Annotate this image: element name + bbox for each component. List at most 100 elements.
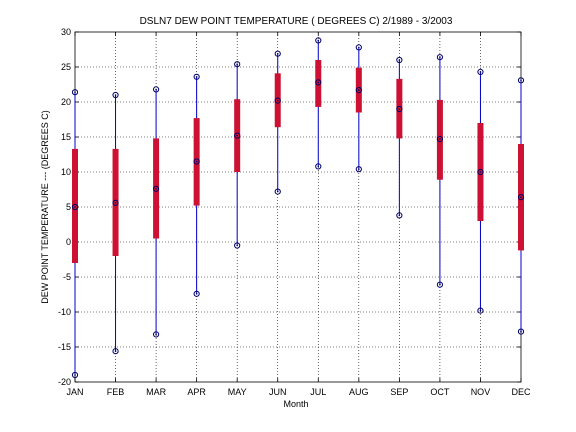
max-marker xyxy=(355,44,362,51)
y-tick-label: 30 xyxy=(61,27,71,37)
min-marker xyxy=(234,242,241,249)
max-marker-dot xyxy=(114,94,117,96)
y-tick-label: 20 xyxy=(61,97,71,107)
y-tick-label: 10 xyxy=(61,167,71,177)
box-series xyxy=(71,37,525,379)
median-marker xyxy=(234,132,241,139)
x-tick-label: JAN xyxy=(66,387,83,397)
max-marker-dot xyxy=(236,63,238,65)
max-marker-dot xyxy=(195,76,198,78)
min-marker-dot xyxy=(520,330,522,333)
max-marker xyxy=(436,54,444,61)
median-marker xyxy=(193,158,200,165)
median-marker-dot xyxy=(398,108,401,110)
max-marker-dot xyxy=(398,59,401,61)
min-marker xyxy=(274,188,281,195)
x-tick-label: NOV xyxy=(471,387,491,397)
max-marker xyxy=(477,68,484,76)
min-marker xyxy=(112,348,119,355)
max-marker-dot xyxy=(358,46,360,49)
median-marker xyxy=(315,79,322,86)
min-marker xyxy=(396,212,403,219)
min-marker xyxy=(355,166,362,173)
box-jul xyxy=(315,37,322,170)
box-jun xyxy=(274,50,281,195)
iqr-box xyxy=(72,148,78,263)
x-tick-label: FEB xyxy=(107,387,125,397)
median-marker xyxy=(436,136,444,143)
min-marker-dot xyxy=(439,283,441,286)
min-marker-dot xyxy=(276,190,279,193)
x-tick-label: APR xyxy=(187,387,206,397)
median-marker-dot xyxy=(317,81,320,84)
median-marker xyxy=(477,168,484,176)
median-marker-dot xyxy=(195,160,198,163)
median-marker-dot xyxy=(74,206,76,208)
min-marker-dot xyxy=(358,168,360,170)
min-marker xyxy=(436,281,444,288)
median-marker xyxy=(396,105,403,113)
max-marker-dot xyxy=(520,79,522,82)
max-marker-dot xyxy=(74,91,76,93)
min-marker-dot xyxy=(155,333,157,336)
x-tick-label: MAR xyxy=(146,387,167,397)
box-feb xyxy=(112,91,119,355)
median-marker xyxy=(71,203,79,211)
min-marker xyxy=(517,328,525,335)
min-marker xyxy=(477,307,484,314)
min-marker xyxy=(152,331,160,338)
median-marker xyxy=(274,97,281,104)
max-marker-dot xyxy=(439,56,441,58)
box-mar xyxy=(152,86,160,338)
max-marker xyxy=(234,61,241,68)
y-tick-label: -15 xyxy=(58,342,71,352)
x-tick-label: OCT xyxy=(430,387,450,397)
median-marker-dot xyxy=(155,188,157,190)
x-tick-label: JUN xyxy=(269,387,287,397)
iqr-box xyxy=(315,60,322,107)
min-marker xyxy=(315,163,322,170)
max-marker xyxy=(152,86,160,93)
y-tick-label: 0 xyxy=(66,237,71,247)
y-tick-label: 25 xyxy=(61,62,71,72)
max-marker-dot xyxy=(155,88,157,91)
y-tick-label: -10 xyxy=(58,307,71,317)
max-marker xyxy=(71,89,79,96)
chart-title: DSLN7 DEW POINT TEMPERATURE ( DEGREES C)… xyxy=(140,16,453,27)
max-marker xyxy=(112,91,119,99)
box-aug xyxy=(355,44,362,173)
max-marker xyxy=(517,77,525,84)
min-marker-dot xyxy=(74,374,76,376)
max-marker xyxy=(396,56,403,64)
median-marker-dot xyxy=(520,196,522,198)
median-marker-dot xyxy=(358,89,360,91)
min-marker-dot xyxy=(317,165,320,168)
x-tick-label: DEC xyxy=(511,387,531,397)
box-oct xyxy=(436,54,444,288)
max-marker xyxy=(274,50,281,57)
min-marker-dot xyxy=(114,350,117,353)
x-tick-label: AUG xyxy=(349,387,369,397)
y-tick-label: 5 xyxy=(66,202,71,212)
box-jan xyxy=(71,89,79,379)
median-marker-dot xyxy=(276,99,279,102)
box-nov xyxy=(477,68,484,314)
x-tick-label: MAY xyxy=(228,387,247,397)
min-marker-dot xyxy=(479,309,482,312)
median-marker xyxy=(355,87,362,94)
box-dec xyxy=(517,77,525,335)
x-axis-label: Month xyxy=(283,399,308,409)
box-may xyxy=(234,61,241,249)
median-marker xyxy=(517,194,525,201)
median-marker-dot xyxy=(114,202,117,204)
max-marker xyxy=(193,73,200,80)
median-marker xyxy=(112,199,119,206)
median-marker-dot xyxy=(236,134,238,137)
max-marker-dot xyxy=(276,52,279,55)
median-marker xyxy=(152,185,160,192)
y-tick-label: -5 xyxy=(63,272,71,282)
min-marker-dot xyxy=(398,214,401,217)
y-tick-label: -20 xyxy=(58,377,71,387)
median-marker-dot xyxy=(479,171,482,173)
